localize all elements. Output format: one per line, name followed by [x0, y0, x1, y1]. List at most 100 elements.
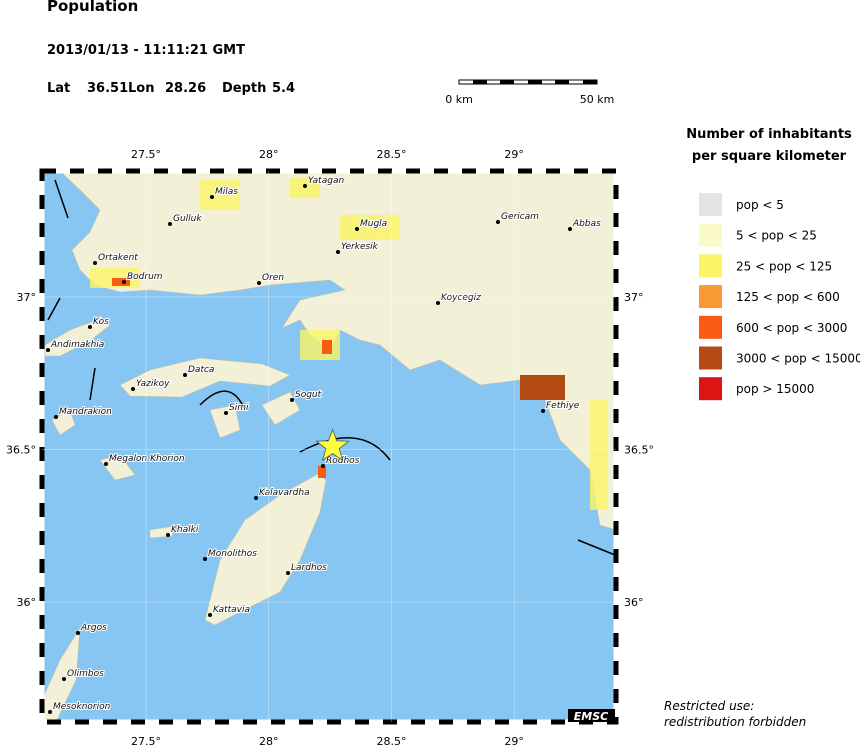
town-dot [208, 613, 212, 617]
town-label: Argos [80, 623, 107, 633]
simi [209, 404, 241, 439]
legend-label: pop > 15000 [736, 382, 814, 396]
scale-seg [500, 80, 514, 84]
tilos [51, 409, 76, 436]
town-dot [290, 398, 294, 402]
town-dot [224, 411, 228, 415]
town-dot [568, 227, 572, 231]
density [90, 178, 608, 510]
town-dot [166, 533, 170, 537]
scale-start: 0 km [445, 93, 473, 106]
credit-box [568, 709, 615, 722]
town-label: Abbas [572, 219, 601, 229]
lat-tick-label: 36° [624, 596, 644, 609]
legend-swatch [699, 223, 722, 247]
kos [44, 318, 111, 357]
scale-seg [528, 80, 542, 84]
town-label: Monolithos [208, 549, 257, 559]
legend-label: 600 < pop < 3000 [736, 321, 847, 335]
legend-title: Number of inhabitants [686, 127, 852, 142]
lon-label: Lon [128, 81, 154, 96]
town-dot [93, 261, 97, 265]
datca [119, 357, 291, 398]
legend-swatch [699, 377, 722, 401]
town-dot [286, 571, 290, 575]
fault-lines [47, 179, 616, 556]
town-label: Olimbos [67, 669, 104, 679]
lon-tick-label: 28° [259, 735, 279, 746]
town-dot [54, 415, 58, 419]
town-label: Oren [262, 273, 284, 283]
rhodes [204, 473, 327, 626]
town-dot [203, 557, 207, 561]
scale-bar [458, 79, 598, 85]
town-dot [336, 250, 340, 254]
lon-tick-label: 28.5° [376, 148, 406, 161]
depth-label: Depth [222, 81, 266, 96]
legend-label: 3000 < pop < 15000 [736, 352, 860, 366]
legend-swatch [699, 285, 722, 309]
town-dot [104, 462, 108, 466]
legend-label: 5 < pop < 25 [736, 229, 817, 243]
lon-tick-label: 27.5° [131, 735, 161, 746]
density-patch [340, 215, 400, 240]
town-dot [257, 281, 261, 285]
town-label: Kos [93, 317, 109, 327]
town-label: Yerkesik [341, 242, 379, 252]
legend-swatch [699, 193, 722, 216]
town-label: Mugla [360, 219, 387, 229]
town-dot [131, 387, 135, 391]
town-label: Khalki [171, 525, 199, 535]
scale-end: 50 km [580, 93, 615, 106]
frame-dash [39, 168, 619, 725]
town-dot [62, 677, 66, 681]
town-dot [303, 184, 307, 188]
lat-tick-label: 37° [17, 291, 37, 304]
town-label: Datca [188, 365, 214, 375]
depth-value: 5.4 [272, 81, 295, 96]
town-dot [496, 220, 500, 224]
lat-tick-label: 36° [17, 596, 37, 609]
town-label: Fethiye [546, 401, 580, 411]
lat-label: Lat [47, 81, 70, 96]
town-label: Rodhos [326, 456, 360, 466]
town-label: Gulluk [173, 214, 202, 224]
lon-value: 28.26 [165, 81, 206, 96]
density-patch [322, 340, 332, 354]
karpathos [42, 627, 81, 722]
town-dot [321, 464, 325, 468]
town-label: Mesoknorion [53, 702, 111, 712]
town-label: Yatagan [308, 176, 344, 186]
town-label: Lardhos [291, 563, 327, 573]
lon-tick-label: 29° [504, 148, 524, 161]
lon-tick-label: 28° [259, 148, 279, 161]
dense [112, 278, 565, 478]
town-dot [168, 222, 172, 226]
town-label: Mandrakion [59, 407, 112, 417]
scale-seg [473, 80, 487, 84]
town-dot [183, 373, 187, 377]
town-label: Bodrum [127, 272, 163, 282]
town-dot [48, 710, 52, 714]
town-dot [46, 348, 50, 352]
legend-label: 125 < pop < 600 [736, 290, 840, 304]
legend-swatch [699, 315, 722, 339]
lat-tick-label: 36.5° [624, 444, 654, 457]
town-label: Kattavia [213, 605, 250, 615]
town-label: Yazikoy [136, 379, 170, 389]
town-label: Kalavardha [259, 488, 310, 498]
town-dot [254, 496, 258, 500]
density-patch [520, 375, 565, 400]
credit: EMSC [574, 710, 608, 723]
notice: Restricted use: [664, 699, 754, 713]
datetime: 2013/01/13 - 11:11:21 GMT [47, 43, 245, 58]
scale-seg [555, 80, 569, 84]
town-dot [541, 409, 545, 413]
town-label: Megalon Khorion [109, 454, 185, 464]
town-label: Sogut [295, 390, 322, 400]
lon-tick-label: 28.5° [376, 735, 406, 746]
town-dot [76, 631, 80, 635]
density-patch [112, 278, 130, 286]
notice: redistribution forbidden [664, 715, 806, 729]
